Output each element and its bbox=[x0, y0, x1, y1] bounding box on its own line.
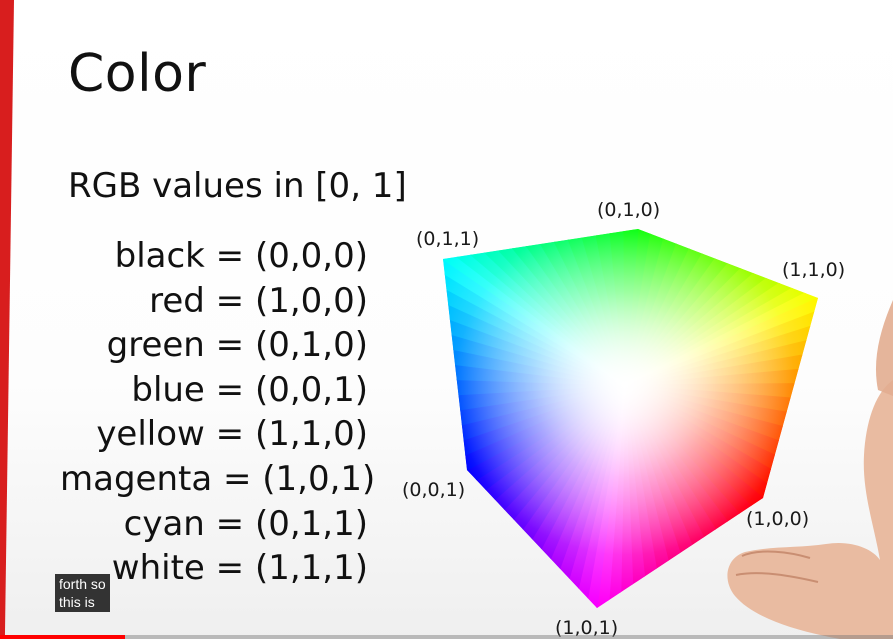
color-definition-green: green = (0,1,0) bbox=[106, 325, 368, 366]
corner-label-left: (0,0,1) bbox=[402, 479, 465, 501]
color-definition-white: white = (1,1,1) bbox=[111, 548, 368, 589]
color-definition-red: red = (1,0,0) bbox=[149, 280, 368, 321]
corner-label-top-left: (0,1,1) bbox=[416, 228, 479, 250]
slide-title: Color bbox=[68, 44, 207, 104]
cube-faces bbox=[443, 229, 818, 608]
video-caption: forth so this is bbox=[55, 574, 110, 612]
video-progress-played bbox=[0, 635, 126, 639]
slide-subtitle: RGB values in [0, 1] bbox=[68, 166, 407, 206]
color-definitions-list: black = (0,0,0) red = (1,0,0) green = (0… bbox=[60, 234, 376, 591]
corner-label-top: (0,1,0) bbox=[597, 199, 660, 221]
caption-line: this is bbox=[59, 594, 95, 610]
color-definition-black: black = (0,0,0) bbox=[114, 236, 368, 276]
corner-label-right: (1,0,0) bbox=[746, 508, 809, 530]
corner-label-top-right: (1,1,0) bbox=[782, 259, 845, 281]
caption-line: forth so bbox=[59, 576, 106, 592]
corner-label-bottom: (1,0,1) bbox=[555, 617, 618, 639]
video-progress-bar[interactable] bbox=[0, 635, 893, 639]
color-definition-magenta: magenta = (1,0,1) bbox=[60, 458, 376, 499]
color-definition-blue: blue = (0,0,1) bbox=[131, 369, 368, 410]
color-definition-yellow: yellow = (1,1,0) bbox=[96, 414, 368, 455]
color-definition-cyan: cyan = (0,1,1) bbox=[123, 503, 368, 544]
